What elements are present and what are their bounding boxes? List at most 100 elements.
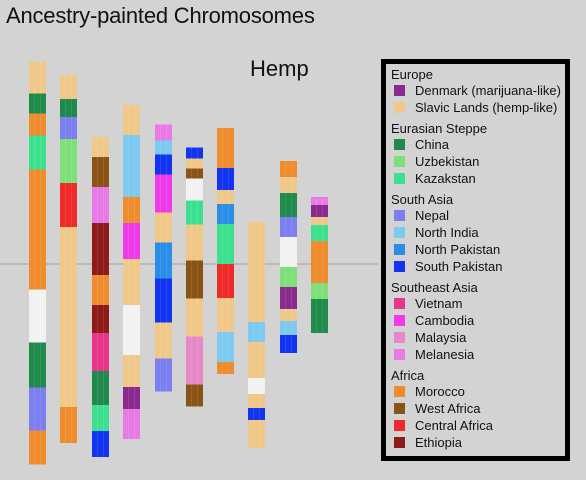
chromosome-segment — [280, 287, 297, 309]
chromosome-segment — [186, 200, 203, 225]
legend-item: Kazakstan — [391, 170, 565, 187]
chromosome-segment — [186, 336, 203, 385]
chromosome-segment — [123, 197, 140, 223]
chromosome-segment — [123, 135, 140, 197]
legend-item: Vietnam — [391, 295, 565, 312]
chromosome-segment — [217, 168, 234, 190]
chromosome-segment — [186, 384, 203, 407]
chromosome-segment — [92, 157, 109, 187]
legend-group: Europe Denmark (marijuana-like) Slavic Lan… — [391, 67, 565, 116]
chromosome-segment — [92, 305, 109, 333]
legend-swatch — [394, 349, 405, 360]
chromosome-segment — [60, 139, 77, 183]
legend-label: Ethiopia — [415, 435, 462, 450]
chromosome-segment — [29, 135, 46, 170]
chromosome-segment — [29, 169, 46, 290]
legend-group-title: Southeast Asia — [391, 280, 478, 295]
chromosome-segment — [155, 242, 172, 279]
chromosome-segment — [123, 223, 140, 259]
legend-swatch — [394, 315, 405, 326]
chromosome-segment — [92, 431, 109, 457]
chromosome-segment — [60, 117, 77, 139]
chromosome-segment — [155, 322, 172, 359]
legend-swatch — [394, 332, 405, 343]
chromosome-segment — [155, 154, 172, 175]
legend-item: Morocco — [391, 383, 565, 400]
chromosome-segment — [311, 241, 328, 283]
chromosome-segment — [186, 158, 203, 169]
legend-label: South Pakistan — [415, 259, 503, 274]
chromosome-segment — [311, 205, 328, 217]
legend-group: Southeast Asia Vietnam Cambodia Malaysia Mel… — [391, 280, 565, 363]
chromosome-5 — [155, 124, 172, 392]
chromosome-segment — [186, 147, 203, 159]
chromosome-segment — [60, 407, 77, 443]
legend-label: Malaysia — [415, 330, 467, 345]
chromosome-segment — [92, 187, 109, 223]
chromosome-segment — [280, 193, 297, 217]
chromosome-plot — [0, 61, 378, 465]
legend-group: South Asia Nepal North India North Pakistan… — [391, 192, 565, 275]
chromosome-4 — [123, 105, 140, 439]
chromosome-segment — [155, 212, 172, 243]
legend-label: China — [415, 137, 449, 152]
chromosome-segment — [29, 430, 46, 465]
chromosome-segment — [29, 61, 46, 94]
chromosome-segment — [311, 299, 328, 333]
chromosome-segment — [29, 342, 46, 388]
chromosome-segment — [92, 405, 109, 431]
chromosome-3 — [92, 137, 109, 457]
legend-swatch — [394, 244, 405, 255]
chromosome-segment — [280, 309, 297, 321]
chromosome-segment — [92, 333, 109, 371]
legend-group-title: Eurasian Steppe — [391, 121, 488, 136]
chromosome-segment — [60, 183, 77, 227]
chromosome-8 — [248, 222, 265, 448]
legend-label: Morocco — [415, 384, 465, 399]
chromosome-segment — [123, 409, 140, 439]
legend-swatch — [394, 386, 405, 397]
legend-swatch — [394, 210, 405, 221]
chromosome-segment — [280, 217, 297, 237]
plot-title: Hemp — [250, 56, 309, 81]
chromosome-segment — [155, 140, 172, 155]
legend-swatch — [394, 102, 405, 113]
chromosome-segment — [186, 298, 203, 337]
legend-group: Africa Morocco West Africa Central Africa Et… — [391, 368, 565, 451]
chromosome-segment — [217, 128, 234, 168]
legend-swatch — [394, 420, 405, 431]
legend-label: North Pakistan — [415, 242, 501, 257]
legend-item: Melanesia — [391, 346, 565, 363]
legend-item: Uzbekistan — [391, 153, 565, 170]
chromosome-segment — [123, 305, 140, 355]
chromosome-segment — [280, 177, 297, 193]
legend-item: China — [391, 136, 565, 153]
chromosome-segment — [29, 387, 46, 431]
legend-swatch — [394, 139, 405, 150]
chromosome-segment — [186, 224, 203, 261]
chromosome-segment — [155, 358, 172, 392]
chromosome-segment — [123, 259, 140, 305]
page-title: Ancestry-painted Chromosomes — [6, 3, 315, 28]
chromosome-segment — [311, 283, 328, 299]
chromosome-segment — [155, 174, 172, 213]
legend-group-title: Europe — [391, 67, 433, 82]
chromosome-segment — [248, 342, 265, 378]
chromosome-segment — [217, 224, 234, 264]
chromosome-segment — [280, 237, 297, 267]
chromosome-segment — [92, 223, 109, 275]
legend-group-title: South Asia — [391, 192, 454, 207]
chromosome-segment — [311, 225, 328, 241]
chromosome-segment — [217, 264, 234, 298]
chromosome-segment — [92, 275, 109, 305]
legend-label: Melanesia — [415, 347, 475, 362]
legend-item: Denmark (marijuana-like) — [391, 82, 565, 99]
chromosome-segment — [217, 204, 234, 224]
chromosome-segment — [248, 394, 265, 408]
chromosome-segment — [248, 420, 265, 448]
chromosome-segment — [280, 267, 297, 287]
chromosome-segment — [280, 161, 297, 177]
chromosome-segment — [248, 378, 265, 394]
legend-item: Cambodia — [391, 312, 565, 329]
legend-item: North India — [391, 224, 565, 241]
